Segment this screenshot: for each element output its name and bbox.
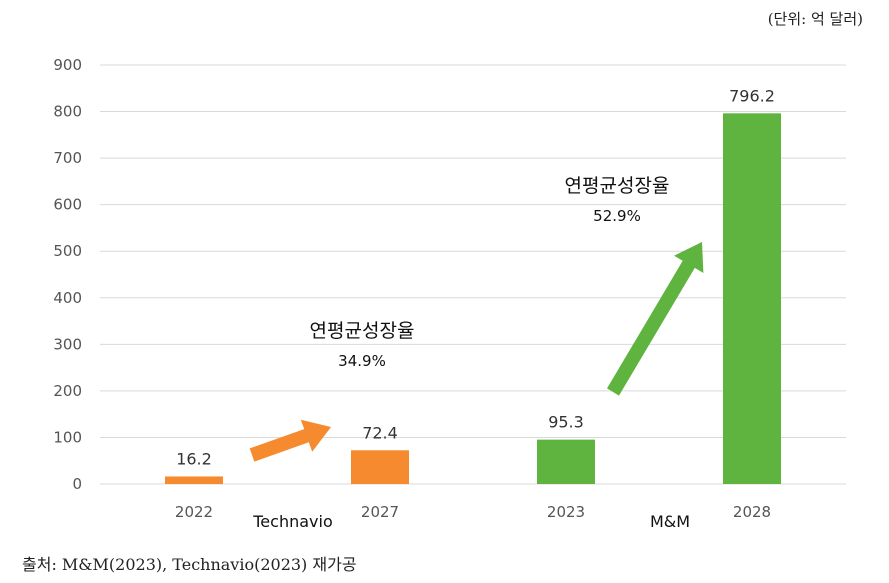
cagr-title: 연평균성장율 [310, 320, 415, 342]
x-tick-label: 2023 [547, 503, 585, 521]
y-tick-label: 300 [53, 335, 82, 353]
y-tick-label: 200 [53, 382, 82, 400]
bar-value-label: 72.4 [362, 423, 398, 442]
cagr-value: 52.9% [593, 207, 641, 225]
y-tick-label: 100 [53, 428, 82, 446]
bar [723, 113, 781, 484]
group-label: Technavio [252, 512, 332, 531]
bar-value-label: 16.2 [176, 449, 212, 468]
y-tick-label: 0 [72, 475, 82, 493]
y-tick-label: 800 [53, 103, 82, 121]
group-label: M&M [650, 512, 690, 531]
growth-arrow-mm [607, 242, 704, 396]
growth-arrow-technavio [249, 419, 331, 462]
bar [165, 476, 223, 484]
y-tick-label: 500 [53, 242, 82, 260]
y-tick-label: 400 [53, 289, 82, 307]
x-tick-label: 2027 [361, 503, 399, 521]
bar [537, 439, 595, 484]
y-tick-label: 900 [53, 56, 82, 74]
x-tick-label: 2022 [175, 503, 213, 521]
y-tick-label: 700 [53, 149, 82, 167]
bar-value-label: 796.2 [729, 86, 775, 105]
cagr-title: 연평균성장율 [565, 175, 670, 197]
bar-value-label: 95.3 [548, 413, 584, 432]
cagr-value: 34.9% [338, 352, 386, 370]
unit-note: (단위: 억 달러) [767, 10, 863, 28]
source-note: 출처: M&M(2023), Technavio(2023) 재가공 [22, 555, 357, 574]
y-tick-label: 600 [53, 196, 82, 214]
bar [351, 450, 409, 484]
x-tick-label: 2028 [733, 503, 771, 521]
